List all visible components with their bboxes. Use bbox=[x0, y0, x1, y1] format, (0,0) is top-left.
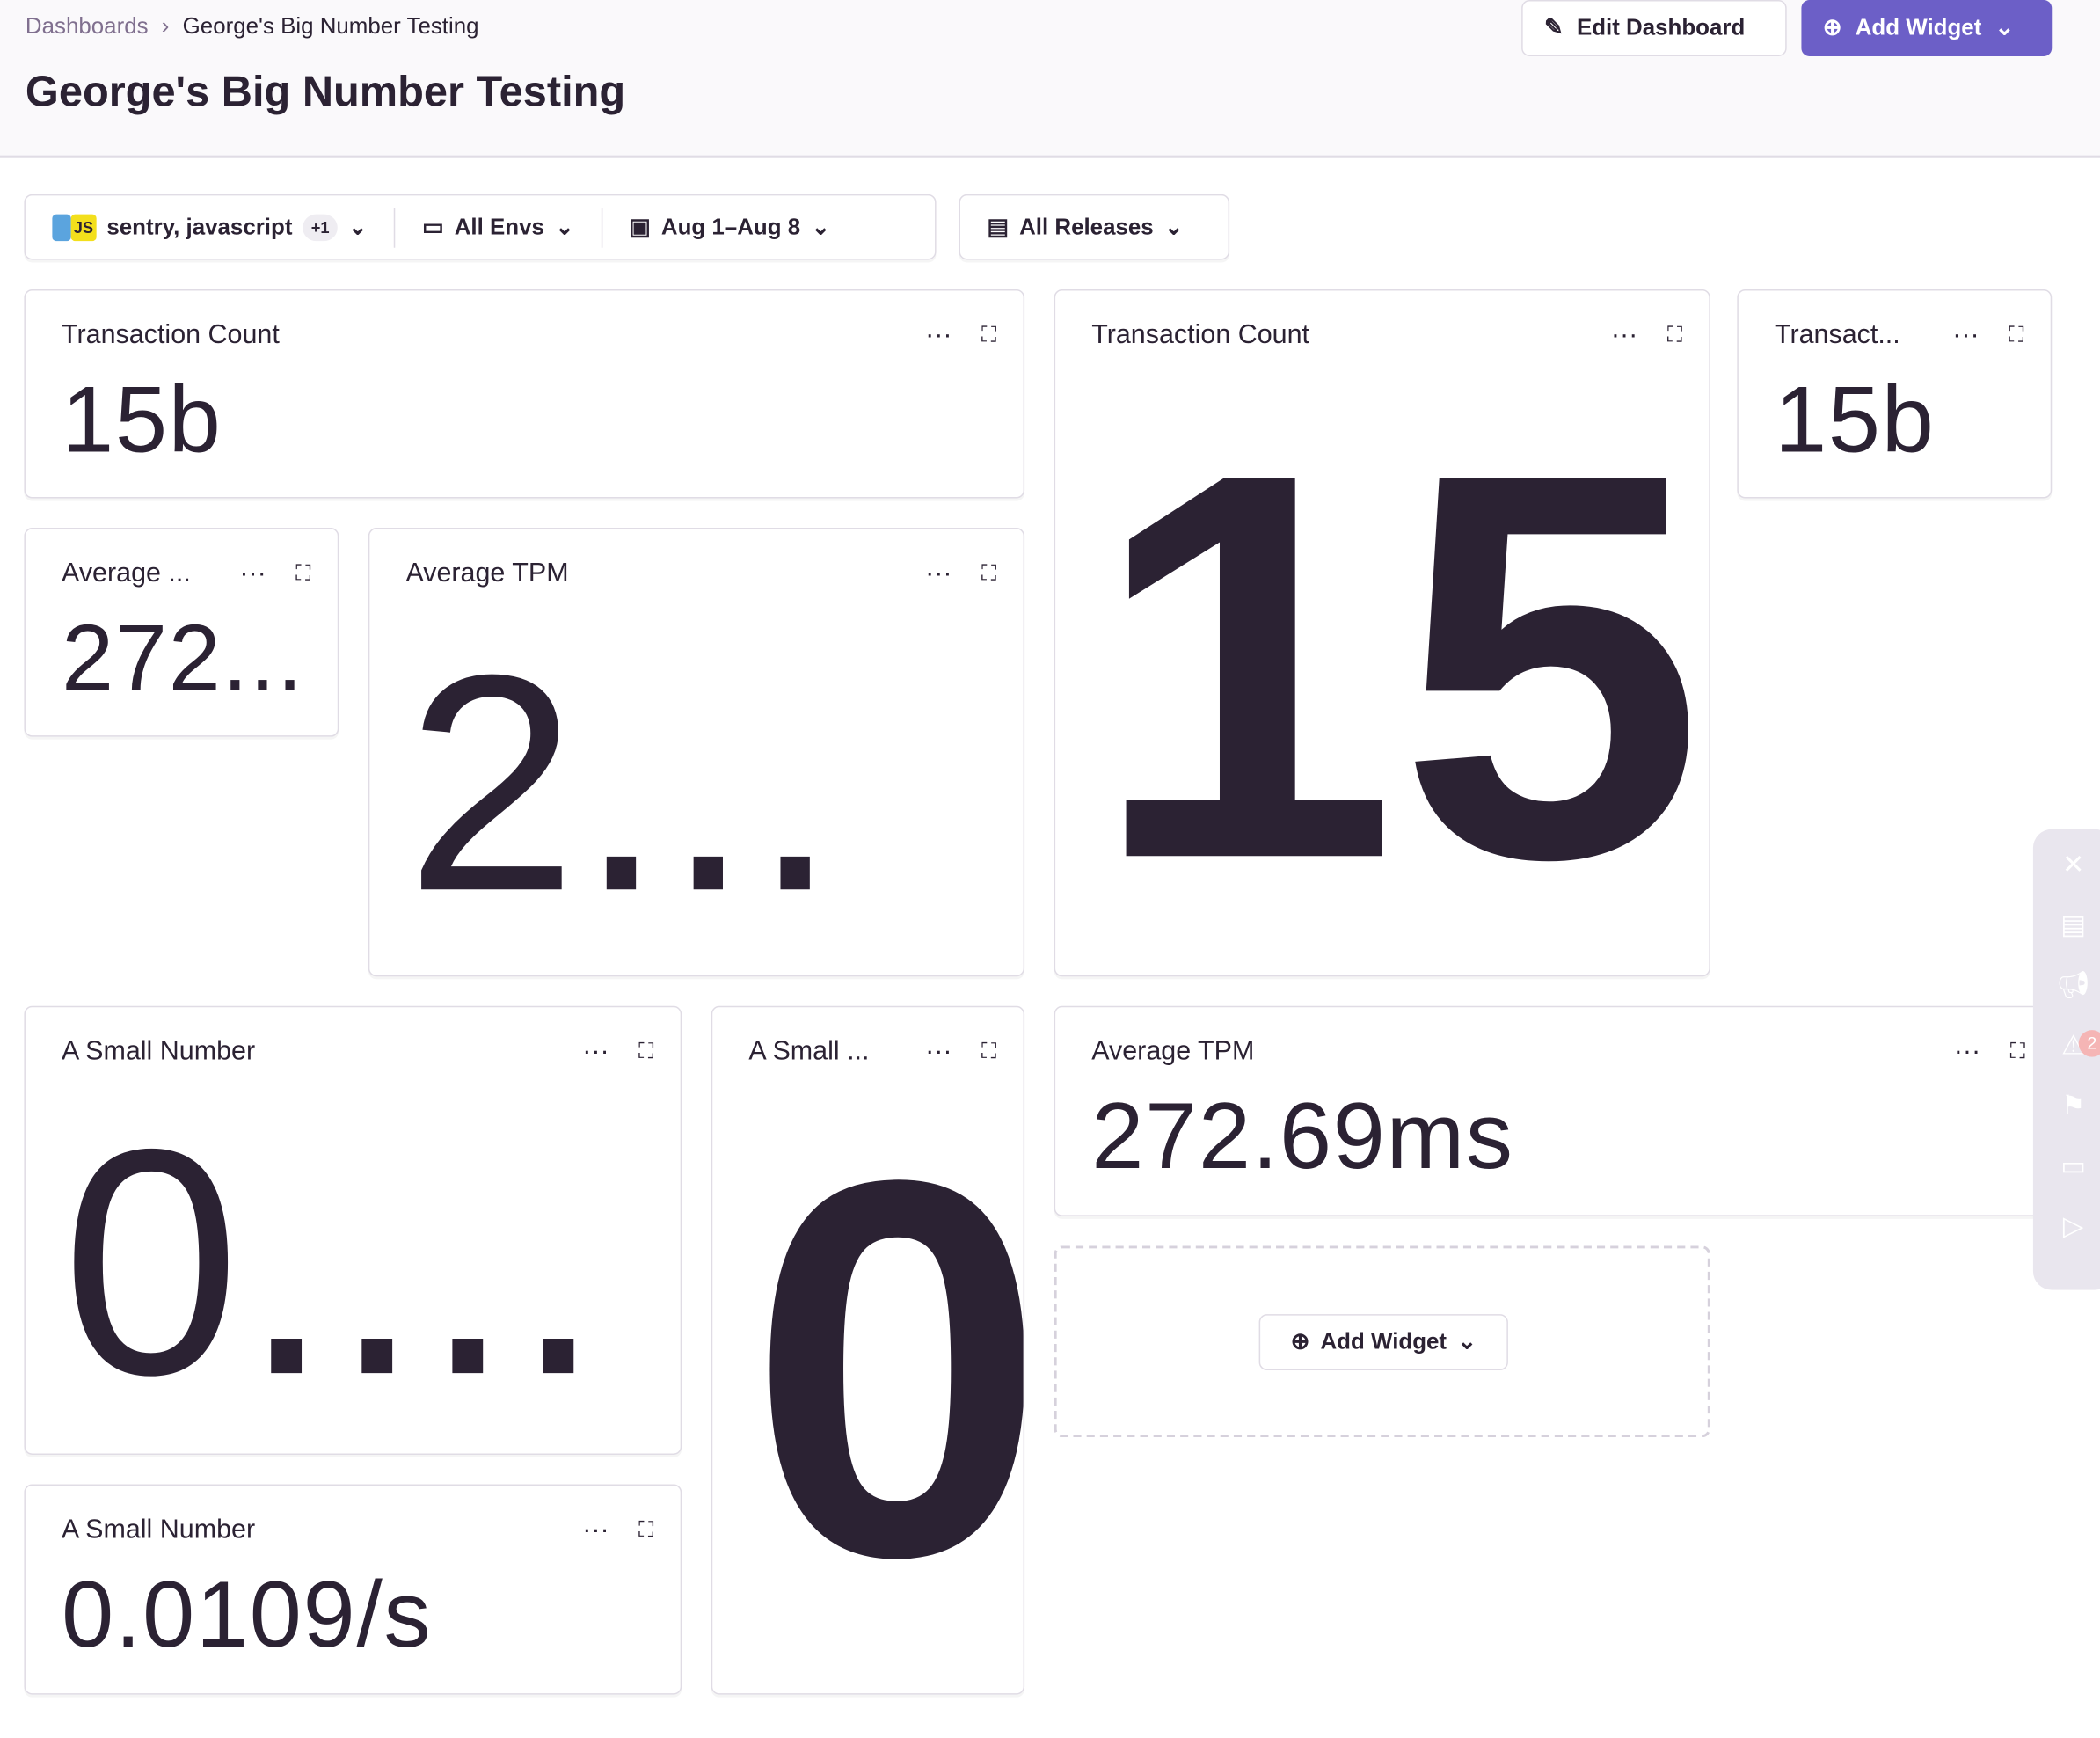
page-title: George's Big Number Testing bbox=[25, 67, 626, 115]
more-options-icon[interactable]: ··· bbox=[1952, 319, 1980, 350]
big-number-value: 0.0109/s bbox=[62, 1561, 433, 1666]
env-label: All Envs bbox=[454, 213, 544, 239]
project-selector[interactable]: JS sentry, javascript +1 ⌄ bbox=[26, 207, 394, 247]
widget-title: A Small Number bbox=[62, 1036, 256, 1067]
placeholder-add-widget-label: Add Widget bbox=[1320, 1328, 1447, 1355]
big-number-value: 272... bbox=[62, 604, 304, 710]
chevron-down-icon: ⌄ bbox=[1457, 1328, 1477, 1355]
inbox-icon[interactable]: ▤ bbox=[2060, 910, 2087, 941]
widget-card: Transaction Count ··· ⛶ 15b bbox=[24, 288, 1025, 499]
expand-icon[interactable]: ⛶ bbox=[981, 1040, 997, 1063]
notification-badge: 2 bbox=[2078, 1030, 2100, 1057]
dev-toolbar: ✕ ▤ 📢︎ ⚠︎ ⚑ ▭ ▷ 2 bbox=[2032, 829, 2100, 1290]
more-options-icon[interactable]: ··· bbox=[1953, 1036, 1981, 1067]
plus-circle-icon: ⊕ bbox=[1822, 14, 1842, 40]
chevron-right-icon: › bbox=[161, 13, 170, 40]
chevron-down-icon: ⌄ bbox=[1994, 14, 2015, 40]
project-label: sentry, javascript bbox=[106, 213, 293, 239]
expand-icon[interactable]: ⛶ bbox=[295, 561, 311, 585]
chevron-down-icon: ⌄ bbox=[347, 213, 368, 239]
big-number-value: 0.... bbox=[62, 1082, 605, 1442]
more-options-icon[interactable]: ··· bbox=[582, 1515, 609, 1545]
chevron-down-icon: ⌄ bbox=[555, 213, 574, 239]
widget-title: Transaction Count bbox=[62, 319, 280, 350]
placeholder-add-widget-button[interactable]: ⊕ Add Widget ⌄ bbox=[1258, 1314, 1508, 1371]
big-number-value: 0 bbox=[748, 1069, 1025, 1669]
big-number-value: 272.69ms bbox=[1091, 1083, 1514, 1188]
chevron-down-icon: ⌄ bbox=[811, 213, 831, 239]
chevron-down-icon: ⌄ bbox=[1163, 213, 1184, 239]
add-widget-placeholder: ⊕ Add Widget ⌄ bbox=[1054, 1245, 1710, 1438]
widget-title: Average TPM bbox=[1091, 1036, 1255, 1067]
expand-icon[interactable]: ⛶ bbox=[981, 561, 997, 585]
date-label: Aug 1–Aug 8 bbox=[660, 213, 801, 239]
breadcrumb-dashboards[interactable]: Dashboards bbox=[25, 13, 149, 40]
megaphone-icon[interactable]: 📢︎ bbox=[2056, 971, 2090, 1001]
release-selector[interactable]: ▤ All Releases ⌄ bbox=[959, 194, 1230, 260]
expand-icon[interactable]: ⛶ bbox=[981, 323, 997, 347]
close-icon[interactable]: ✕ bbox=[2061, 851, 2085, 880]
plus-circle-icon: ⊕ bbox=[1290, 1328, 1310, 1355]
widget-card: Transaction Count ··· ⛶ 15 bbox=[1054, 288, 1710, 977]
release-label: All Releases bbox=[1019, 213, 1154, 239]
widget-title: Transaction Count bbox=[1091, 319, 1310, 350]
widget-card: Transact... ··· ⛶ 15b bbox=[1737, 288, 2053, 499]
big-number-value: 15 bbox=[1091, 358, 1705, 972]
widget-card: A Small Number ··· ⛶ 0.... bbox=[24, 1005, 682, 1455]
more-options-icon[interactable]: ··· bbox=[582, 1036, 609, 1067]
flag-icon[interactable]: ⚑ bbox=[2060, 1092, 2086, 1121]
python-icon bbox=[52, 213, 71, 241]
more-options-icon[interactable]: ··· bbox=[925, 1036, 952, 1067]
expand-icon[interactable]: ⛶ bbox=[638, 1040, 654, 1063]
calendar-icon: ▣ bbox=[629, 213, 651, 239]
breadcrumb: Dashboards › George's Big Number Testing bbox=[26, 13, 479, 40]
more-options-icon[interactable]: ··· bbox=[239, 559, 266, 588]
expand-icon[interactable]: ⛶ bbox=[2009, 1040, 2025, 1063]
more-options-icon[interactable]: ··· bbox=[1610, 319, 1638, 350]
big-number-value: 15b bbox=[1774, 366, 1936, 471]
javascript-icon: JS bbox=[70, 213, 97, 241]
edit-label: Edit Dashboard bbox=[1576, 14, 1746, 40]
widget-title: Transact... bbox=[1774, 319, 1900, 350]
page-filters: JS sentry, javascript +1 ⌄ ▭ All Envs ⌄ ▣ A… bbox=[24, 194, 937, 260]
play-icon[interactable]: ▷ bbox=[2062, 1212, 2084, 1242]
widget-card: Average TPM ··· ⛶ 2... bbox=[368, 528, 1025, 977]
widget-title: Average TPM bbox=[405, 559, 569, 588]
stack-icon: ▤ bbox=[987, 213, 1009, 239]
environment-selector[interactable]: ▭ All Envs ⌄ bbox=[394, 207, 601, 247]
expand-icon[interactable]: ⛶ bbox=[2009, 323, 2024, 347]
add-widget-label: Add Widget bbox=[1855, 14, 1982, 40]
page-header: Dashboards › George's Big Number Testing… bbox=[0, 0, 2100, 158]
window-icon: ▭ bbox=[422, 213, 444, 239]
widget-title: A Small Number bbox=[62, 1515, 256, 1545]
widget-card: A Small ... ··· ⛶ 0 bbox=[711, 1005, 1025, 1695]
more-options-icon[interactable]: ··· bbox=[925, 559, 952, 588]
widget-card: Average ... ··· ⛶ 272... bbox=[24, 528, 339, 737]
edit-dashboard-button[interactable]: ✎ Edit Dashboard bbox=[1521, 0, 1787, 56]
widget-title: Average ... bbox=[62, 559, 191, 588]
pencil-icon: ✎ bbox=[1544, 14, 1564, 40]
big-number-value: 15b bbox=[62, 366, 222, 471]
widget-card: Average TPM ··· ⛶ 272.69ms bbox=[1054, 1005, 2053, 1216]
big-number-value: 2... bbox=[405, 610, 840, 955]
add-widget-button[interactable]: ⊕ Add Widget ⌄ bbox=[1801, 0, 2053, 56]
widget-title: A Small ... bbox=[748, 1036, 870, 1067]
date-selector[interactable]: ▣ Aug 1–Aug 8 ⌄ bbox=[601, 207, 857, 247]
breadcrumb-current: George's Big Number Testing bbox=[182, 13, 479, 40]
expand-icon[interactable]: ⛶ bbox=[638, 1518, 654, 1542]
project-count-badge: +1 bbox=[303, 213, 338, 241]
widget-card: A Small Number ··· ⛶ 0.0109/s bbox=[24, 1484, 682, 1695]
more-options-icon[interactable]: ··· bbox=[925, 319, 952, 350]
release-icon[interactable]: ▭ bbox=[2060, 1151, 2087, 1182]
expand-icon[interactable]: ⛶ bbox=[1666, 323, 1682, 347]
